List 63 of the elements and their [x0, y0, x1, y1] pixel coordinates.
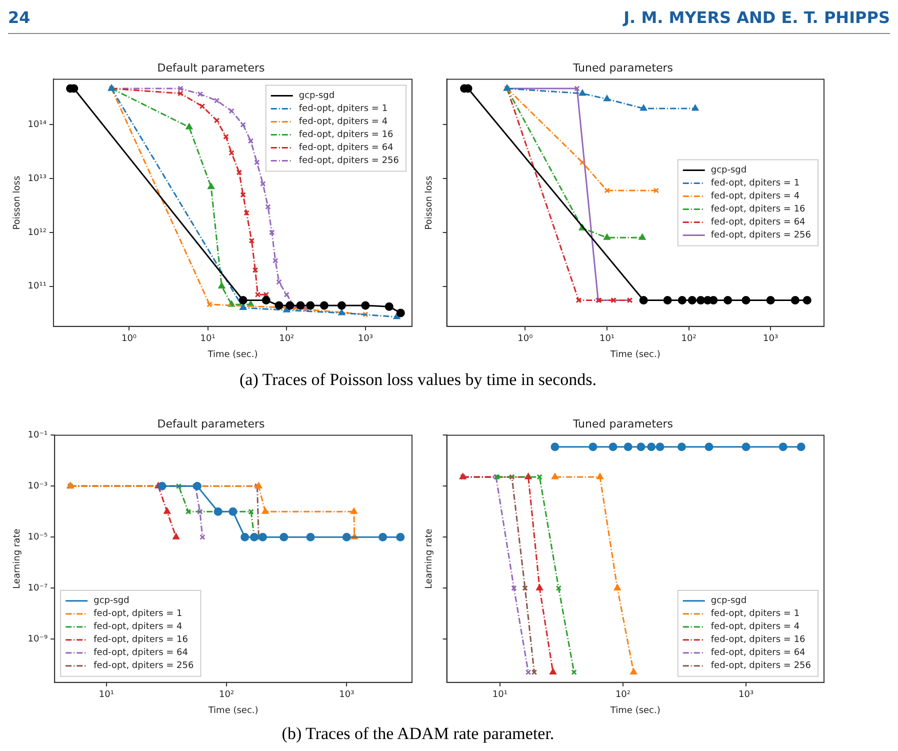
x-tick-label: 10³ [763, 334, 778, 344]
legend-label: fed-opt, dpiters = 256 [710, 661, 812, 672]
x-tick-label: 10³ [738, 690, 754, 700]
x-axis-title: Time (sec.) [207, 706, 258, 716]
x-tick-label: 10² [219, 690, 234, 700]
y-axis-title: Poisson loss [12, 176, 23, 230]
text: J. M. MYERS AND E. T. PHIPPS [624, 8, 890, 27]
chart-title: Default parameters [157, 417, 266, 430]
legend-label: fed-opt, dpiters = 1 [710, 609, 800, 620]
legend-label: fed-opt, dpiters = 64 [298, 143, 394, 154]
legend-label: gcp-sgd [298, 91, 335, 102]
x-tick-label: 10⁰ [518, 334, 534, 344]
x-tick-label: 10³ [339, 690, 355, 700]
x-axis-title: Time (sec.) [609, 706, 660, 716]
legend-label: fed-opt, dpiters = 4 [94, 622, 183, 632]
legend-label: fed-opt, dpiters = 16 [94, 635, 188, 646]
legend-label: fed-opt, dpiters = 256 [94, 661, 194, 672]
y-tick-label: 10¹⁴ [28, 120, 47, 130]
legend-label: fed-opt, dpiters = 64 [94, 648, 188, 658]
chart-title: Tuned parameters [572, 417, 674, 430]
chart-title: Default parameters [157, 61, 266, 74]
legend-label: fed-opt, dpiters = 64 [710, 218, 806, 228]
legend-label: fed-opt, dpiters = 1 [94, 609, 182, 620]
legend-label: fed-opt, dpiters = 1 [298, 104, 388, 114]
y-tick-label: 10⁻⁵ [28, 532, 48, 542]
legend-label: fed-opt, dpiters = 4 [298, 117, 388, 128]
y-tick-label: 10⁻¹ [28, 430, 48, 441]
y-tick-label: 10¹³ [28, 174, 47, 184]
y-axis-title: Learning rate [424, 528, 435, 589]
y-tick-label: 10⁻⁷ [28, 583, 48, 594]
legend-label: gcp-sgd [710, 166, 747, 176]
x-tick-label: 10⁰ [121, 334, 137, 344]
legend-label: fed-opt, dpiters = 4 [710, 622, 800, 632]
x-tick-label: 10¹ [492, 690, 508, 700]
y-tick-label: 10⁻³ [28, 482, 48, 492]
chart-title: Tuned parameters [572, 61, 674, 74]
y-tick-label: 10¹¹ [28, 282, 47, 292]
legend-label: fed-opt, dpiters = 16 [710, 204, 806, 215]
legend-label: fed-opt, dpiters = 256 [710, 230, 812, 241]
x-tick-label: 10¹ [599, 334, 615, 344]
legend-label: gcp-sgd [94, 596, 130, 606]
legend-label: fed-opt, dpiters = 1 [710, 178, 800, 189]
y-axis-title: Learning rate [12, 528, 23, 589]
x-tick-label: 10¹ [200, 334, 216, 344]
x-tick-label: 10¹ [98, 690, 114, 700]
legend-label: fed-opt, dpiters = 16 [298, 130, 394, 140]
text: 24 [8, 8, 30, 27]
y-tick-label: 10¹² [28, 228, 47, 238]
x-tick-label: 10² [681, 334, 697, 344]
legend-label: fed-opt, dpiters = 16 [710, 635, 806, 646]
text: (a) Traces of Poisson loss values by time in seconds. [240, 370, 596, 389]
x-axis-title: Time (sec.) [609, 350, 660, 360]
y-tick-label: 10⁻⁹ [28, 634, 48, 644]
text: (b) Traces of the ADAM rate parameter. [282, 724, 554, 743]
legend-label: gcp-sgd [710, 596, 747, 606]
legend-label: fed-opt, dpiters = 256 [298, 156, 400, 166]
x-axis-title: Time (sec.) [206, 350, 258, 360]
legend-label: fed-opt, dpiters = 64 [710, 648, 806, 658]
x-tick-label: 10² [279, 334, 295, 344]
x-tick-label: 10² [615, 690, 631, 700]
x-tick-label: 10³ [358, 334, 374, 344]
y-axis-title: Poisson loss [424, 176, 435, 230]
legend-label: fed-opt, dpiters = 4 [710, 192, 800, 202]
